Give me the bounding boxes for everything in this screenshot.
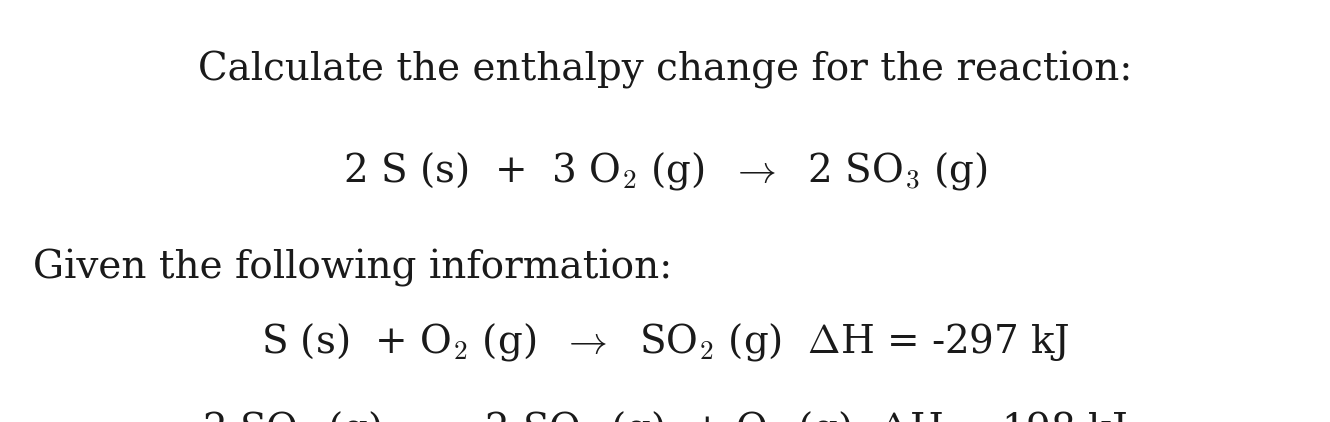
Text: 2 S (s)  +  3 O$_2$ (g)  $\rightarrow$  2 SO$_3$ (g): 2 S (s) + 3 O$_2$ (g) $\rightarrow$ 2 SO… <box>343 150 987 192</box>
Text: S (s)  + O$_2$ (g)  $\rightarrow$  SO$_2$ (g)  $\Delta$H = -297 kJ: S (s) + O$_2$ (g) $\rightarrow$ SO$_2$ (… <box>261 321 1069 363</box>
Text: 2 SO$_3$ (g)  $\rightarrow$  2 SO$_2$ (g)  + O$_2$ (g)  $\Delta$H = 198 kJ: 2 SO$_3$ (g) $\rightarrow$ 2 SO$_2$ (g) … <box>202 409 1128 422</box>
Text: Given the following information:: Given the following information: <box>33 249 673 287</box>
Text: Calculate the enthalpy change for the reaction:: Calculate the enthalpy change for the re… <box>198 51 1132 89</box>
